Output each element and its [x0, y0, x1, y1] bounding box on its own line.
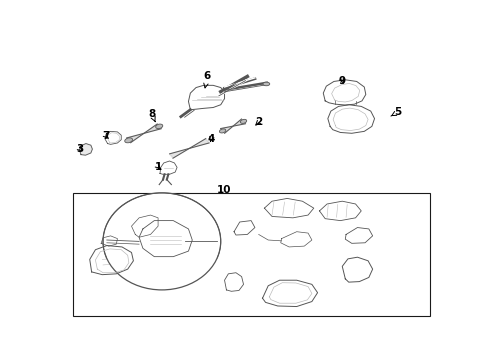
Text: 2: 2	[255, 117, 262, 127]
Ellipse shape	[103, 193, 220, 290]
Ellipse shape	[125, 138, 132, 143]
Text: 4: 4	[208, 134, 215, 144]
Text: 3: 3	[76, 144, 83, 153]
Ellipse shape	[220, 129, 226, 133]
Ellipse shape	[156, 124, 163, 129]
Polygon shape	[220, 119, 245, 133]
Text: 10: 10	[217, 185, 232, 195]
Text: 1: 1	[154, 162, 162, 172]
Bar	[73, 193, 430, 316]
Text: 7: 7	[102, 131, 110, 141]
Ellipse shape	[241, 120, 246, 123]
Ellipse shape	[263, 82, 270, 86]
Polygon shape	[170, 139, 209, 158]
Text: 8: 8	[148, 109, 155, 122]
Polygon shape	[126, 124, 161, 143]
Text: 5: 5	[391, 108, 401, 117]
Text: 6: 6	[204, 72, 211, 88]
Polygon shape	[79, 144, 93, 155]
Text: 9: 9	[339, 76, 346, 86]
